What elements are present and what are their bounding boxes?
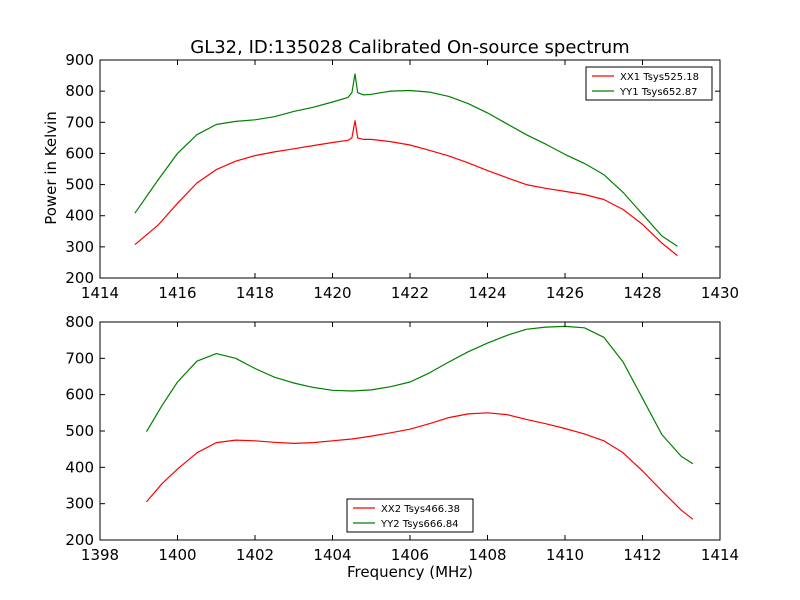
y-tick-label-2-1: 300 [65, 495, 94, 513]
plot-panels: 1414 1416 1418 1420 1422 1424 1426 1428 1430 200 3… [65, 51, 739, 564]
x-tick-label-1-1: 1416 [158, 284, 196, 302]
y-tick-label-1-1: 300 [65, 238, 94, 256]
legend-entry-1-2: YY1 Tsys652.87 [619, 87, 698, 98]
x-tick-label-2-6: 1410 [546, 546, 584, 564]
x-tick-label-1-3: 1420 [313, 284, 351, 302]
x-tick-label-1-5: 1424 [468, 284, 506, 302]
chart-title: GL32, ID:135028 Calibrated On-source spe… [190, 37, 629, 58]
plot-panel-2: 1398 1400 1402 1404 1406 1408 1410 1412 1414 200 3… [65, 313, 739, 564]
x-tick-label-2-2: 1402 [236, 546, 274, 564]
y-tick-label-1-3: 500 [65, 176, 94, 194]
y-tick-label-2-4: 600 [65, 386, 94, 404]
y-axis-label: Power in Kelvin [42, 111, 60, 225]
y-tick-label-1-6: 800 [65, 82, 94, 100]
legend-entry-2-1: XX2 Tsys466.38 [381, 504, 460, 515]
x-tick-label-2-5: 1408 [468, 546, 506, 564]
x-tick-label-1-7: 1428 [623, 284, 661, 302]
plot-panel-1: 1414 1416 1418 1420 1422 1424 1426 1428 1430 200 3… [65, 51, 739, 302]
y-tick-label-1-0: 200 [65, 269, 94, 287]
y-tick-label-1-2: 400 [65, 207, 94, 225]
legend-2: XX2 Tsys466.38 YY2 Tsys666.84 [346, 498, 474, 533]
legend-box-2 [346, 498, 474, 533]
series-line-1-1 [134, 120, 678, 257]
series-line-2-1 [146, 412, 694, 520]
x-tick-label-2-4: 1406 [391, 546, 429, 564]
y-tick-label-2-3: 500 [65, 422, 94, 440]
x-tick-label-1-4: 1422 [391, 284, 429, 302]
y-tick-label-2-6: 800 [65, 313, 94, 331]
y-tick-label-2-5: 700 [65, 349, 94, 367]
x-tick-label-1-6: 1426 [546, 284, 584, 302]
x-tick-label-2-8: 1414 [701, 546, 739, 564]
x-tick-label-2-0: 1398 [81, 546, 119, 564]
series-line-2-2 [145, 325, 694, 465]
legend-box-1 [585, 66, 713, 101]
x-tick-label-2-1: 1400 [158, 546, 196, 564]
legend-entry-1-1: XX1 Tsys525.18 [620, 72, 699, 83]
x-tick-label-2-3: 1404 [313, 546, 351, 564]
legend-1: XX1 Tsys525.18 YY1 Tsys652.87 [585, 66, 713, 101]
x-tick-label-1-8: 1430 [701, 284, 739, 302]
legend-entry-2-2: YY2 Tsys666.84 [380, 519, 459, 530]
y-tick-label-2-2: 400 [65, 458, 94, 476]
series-line-1-2 [134, 73, 678, 247]
x-axis-label: Frequency (MHz) [347, 563, 473, 581]
y-tick-label-2-0: 200 [65, 531, 94, 549]
x-tick-label-1-0: 1414 [81, 284, 119, 302]
y-tick-label-1-7: 900 [65, 51, 94, 69]
y-tick-label-1-5: 700 [65, 113, 94, 131]
x-tick-label-1-2: 1418 [236, 284, 274, 302]
x-tick-label-2-7: 1412 [623, 546, 661, 564]
y-tick-label-1-4: 600 [65, 144, 94, 162]
